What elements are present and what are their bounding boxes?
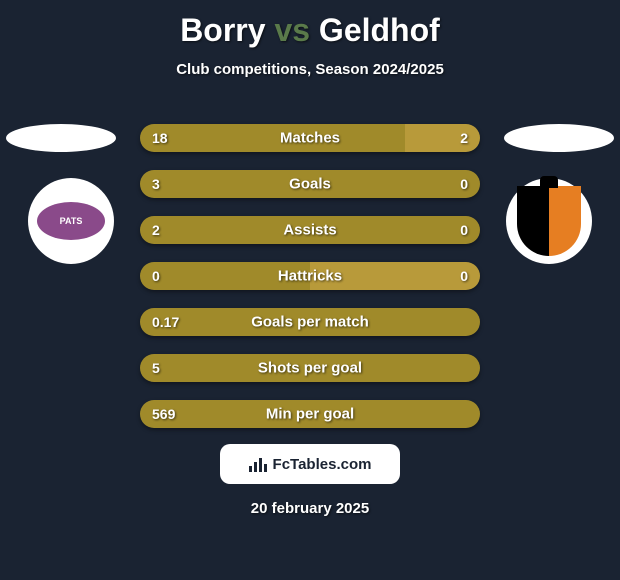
- club1-badge: PATS: [37, 202, 105, 240]
- stat-value-left: 18: [152, 130, 168, 146]
- vs-text: vs: [274, 12, 310, 48]
- stat-bar-row: Shots per goal 5: [140, 354, 480, 382]
- player1-name: Borry: [180, 12, 265, 48]
- stat-label: Assists: [283, 222, 336, 239]
- comparison-title: Borry vs Geldhof: [0, 0, 620, 49]
- stat-bar-left-segment: [140, 124, 405, 152]
- competition-subtitle: Club competitions, Season 2024/2025: [0, 61, 620, 78]
- player1-avatar-placeholder: [6, 124, 116, 152]
- brand-text: FcTables.com: [273, 456, 372, 473]
- stat-value-left: 0: [152, 268, 160, 284]
- stats-bars-container: Matches182Goals30Assists20Hattricks00Goa…: [140, 124, 480, 446]
- stat-bar-right-segment: [405, 124, 480, 152]
- stat-bar-row: Goals per match 0.17: [140, 308, 480, 336]
- stat-label: Shots per goal: [258, 360, 362, 377]
- stat-value-left: 3: [152, 176, 160, 192]
- stat-value-left: 0.17: [152, 314, 179, 330]
- stat-value-left: 569: [152, 406, 175, 422]
- player2-avatar-placeholder: [504, 124, 614, 152]
- stat-value-left: 5: [152, 360, 160, 376]
- stat-bar-row: Min per goal 569: [140, 400, 480, 428]
- stat-value-left: 2: [152, 222, 160, 238]
- player1-club-logo: PATS: [28, 178, 114, 264]
- stat-bar-row: Goals 3 0: [140, 170, 480, 198]
- stat-label: Goals: [289, 176, 331, 193]
- stat-value-right: 2: [460, 130, 468, 146]
- stat-label: Min per goal: [266, 406, 354, 423]
- stat-bar-row: Matches 18 2: [140, 124, 480, 152]
- stat-bar-row: Assists 2 0: [140, 216, 480, 244]
- player2-club-logo: [506, 178, 592, 264]
- chart-icon: [249, 456, 267, 472]
- stat-label: Goals per match: [251, 314, 369, 331]
- stat-value-right: 0: [460, 268, 468, 284]
- stat-label: Matches: [280, 130, 340, 147]
- footer-date: 20 february 2025: [251, 500, 369, 517]
- brand-badge: FcTables.com: [220, 444, 400, 484]
- stat-value-right: 0: [460, 176, 468, 192]
- player2-name: Geldhof: [319, 12, 440, 48]
- stat-bar-row: Hattricks 0 0: [140, 262, 480, 290]
- stat-label: Hattricks: [278, 268, 342, 285]
- club2-badge: [517, 186, 581, 256]
- stat-value-right: 0: [460, 222, 468, 238]
